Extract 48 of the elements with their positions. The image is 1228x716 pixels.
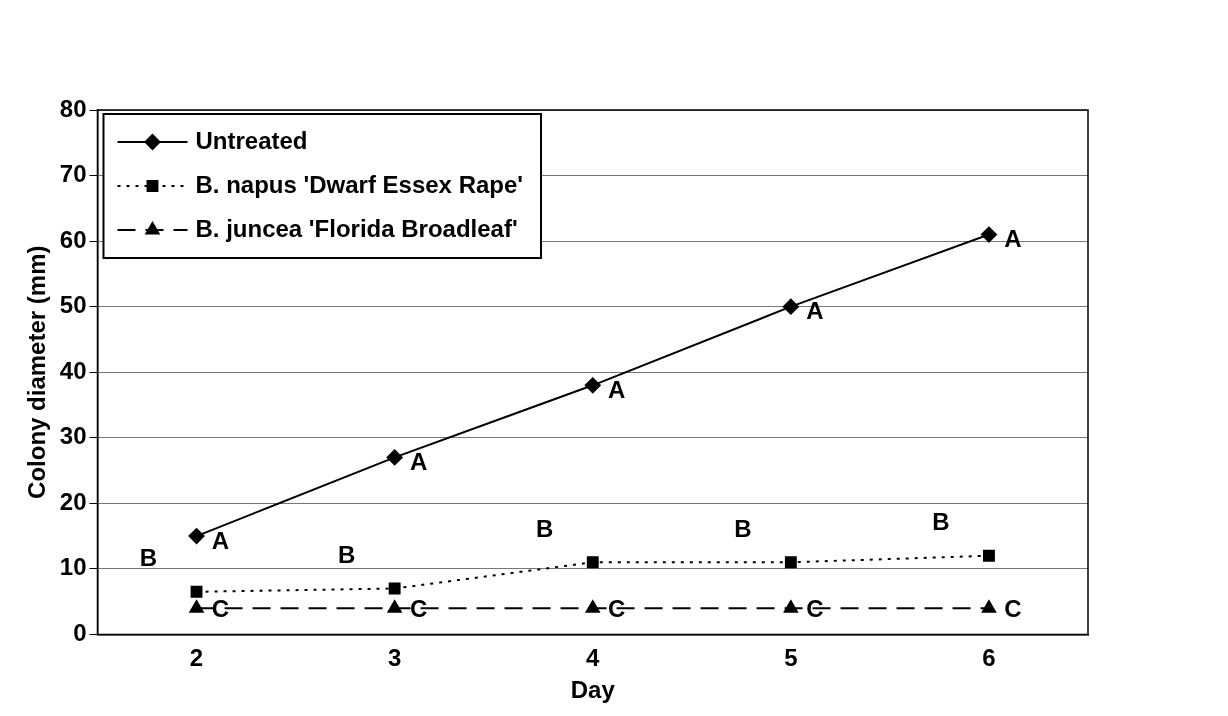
x-axis-title: Day: [570, 676, 616, 704]
y-tick-label: 30: [59, 422, 87, 450]
annotation: C: [409, 594, 428, 622]
point: [386, 449, 403, 466]
point: [190, 585, 203, 598]
y-axis-title: Colony diameter (mm): [23, 245, 51, 499]
point: [387, 600, 402, 613]
point: [189, 600, 204, 613]
y-tick-label: 80: [59, 94, 87, 122]
point: [782, 298, 799, 315]
annotation: A: [1004, 225, 1022, 253]
point: [980, 226, 997, 243]
annotation: A: [211, 526, 230, 554]
annotation: A: [409, 448, 428, 476]
annotation: B: [932, 508, 950, 536]
point: [586, 556, 599, 569]
annotation: B: [337, 541, 356, 569]
point: [983, 549, 995, 562]
annotation: B: [734, 514, 752, 542]
point: [585, 600, 600, 613]
annotation: A: [806, 297, 824, 325]
legend-label: B. napus 'Dwarf Essex Rape': [195, 170, 524, 198]
y-tick-label: 40: [59, 356, 87, 384]
annotation: C: [1004, 594, 1022, 622]
y-tick-label: 60: [59, 225, 87, 253]
annotation: B: [536, 514, 554, 542]
x-tick-label: 5: [784, 644, 798, 672]
x-tick-label: 3: [387, 644, 402, 672]
point: [388, 582, 401, 595]
point: [188, 528, 205, 545]
point: [783, 600, 798, 613]
legend-label: B. juncea 'Florida Broadleaf': [195, 214, 518, 242]
y-tick-label: 70: [59, 160, 87, 188]
annotation: C: [608, 594, 626, 622]
x-tick-label: 4: [586, 644, 601, 672]
point: [784, 556, 797, 569]
point: [981, 600, 997, 613]
y-tick-label: 20: [59, 487, 87, 515]
point: [584, 377, 601, 394]
annotation: B: [139, 544, 158, 572]
annotation: C: [211, 594, 230, 622]
annotation: A: [608, 375, 626, 403]
y-tick-label: 10: [59, 553, 87, 581]
x-tick-label: 6: [982, 644, 996, 672]
y-tick-label: 0: [73, 619, 87, 647]
x-tick-label: 2: [189, 644, 204, 672]
y-tick-label: 50: [59, 291, 87, 319]
legend-label: Untreated: [195, 126, 308, 154]
